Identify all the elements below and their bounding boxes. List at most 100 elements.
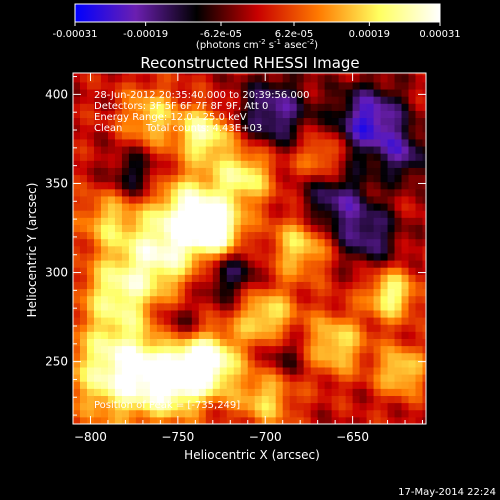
heatmap-cell (184, 252, 193, 261)
heatmap-cell (233, 131, 242, 140)
heatmap-cell (282, 245, 291, 254)
heatmap-cell (219, 217, 228, 225)
heatmap-cell (401, 274, 410, 282)
heatmap-cell (191, 331, 200, 339)
heatmap-cell (359, 245, 368, 254)
heatmap-cell (198, 324, 207, 332)
heatmap-cell (177, 131, 186, 140)
heatmap-cell (86, 103, 95, 111)
heatmap-cell (289, 117, 298, 126)
heatmap-cell (387, 124, 396, 133)
heatmap-cell (387, 167, 396, 176)
heatmap-cell (93, 416, 102, 424)
heatmap-cell (366, 96, 375, 104)
heatmap-cell (79, 324, 88, 332)
heatmap-cell (254, 374, 263, 382)
heatmap-cell (366, 195, 375, 204)
heatmap-cell (100, 217, 109, 225)
heatmap-cell (156, 81, 165, 90)
heatmap-cell (422, 331, 426, 339)
heatmap-cell (373, 103, 382, 111)
heatmap-cell (184, 146, 193, 154)
heatmap-cell (387, 409, 396, 418)
heatmap-cell (394, 359, 403, 368)
heatmap-cell (324, 73, 333, 76)
heatmap-cell (282, 388, 291, 396)
heatmap-cell (191, 73, 200, 76)
heatmap-cell (268, 81, 277, 90)
heatmap-cell (149, 73, 158, 76)
heatmap-cell (107, 352, 116, 361)
heatmap-cell (373, 374, 382, 382)
heatmap-cell (289, 331, 298, 339)
heatmap-cell (100, 74, 109, 83)
heatmap-cell (86, 110, 95, 119)
heatmap-cell (415, 331, 423, 339)
heatmap-cell (170, 338, 179, 347)
heatmap-cell (303, 217, 312, 225)
heatmap-cell (380, 131, 389, 140)
heatmap-cell (79, 103, 88, 111)
heatmap-cell (79, 409, 88, 418)
heatmap-cell (142, 117, 151, 126)
heatmap-cell (191, 117, 200, 126)
heatmap-cell (422, 81, 426, 90)
heatmap-cell (73, 388, 81, 396)
heatmap-cell (401, 359, 410, 368)
heatmap-cell (226, 203, 235, 211)
heatmap-cell (303, 167, 312, 176)
heatmap-cell (331, 124, 340, 133)
heatmap-cell (422, 188, 426, 197)
heatmap-cell (135, 96, 144, 104)
heatmap-cell (359, 324, 368, 332)
heatmap-cell (247, 188, 256, 197)
heatmap-cell (205, 131, 214, 140)
heatmap-cell (401, 338, 410, 347)
heatmap-cell (366, 117, 375, 126)
heatmap-cell (142, 217, 151, 225)
heatmap-cell (135, 203, 144, 211)
heatmap-cell (352, 388, 361, 396)
heatmap-cell (345, 345, 354, 354)
heatmap-cell (296, 195, 305, 204)
heatmap-cell (366, 224, 375, 233)
heatmap-cell (366, 203, 375, 211)
heatmap-cell (142, 260, 151, 268)
heatmap-cell (331, 167, 340, 176)
heatmap-cell (268, 217, 277, 225)
heatmap-cell (93, 146, 102, 154)
heatmap-cell (170, 366, 179, 375)
heatmap-cell (422, 89, 426, 97)
heatmap-cell (373, 274, 382, 282)
heatmap-cell (394, 416, 403, 424)
heatmap-cell (268, 352, 277, 361)
heatmap-cell (142, 402, 151, 411)
heatmap-cell (296, 374, 305, 382)
heatmap-cell (212, 324, 221, 332)
heatmap-cell (261, 89, 270, 97)
heatmap-cell (198, 131, 207, 140)
heatmap-cell (352, 96, 361, 104)
heatmap-cell (247, 74, 256, 83)
heatmap-cell (86, 345, 95, 354)
heatmap-cell (205, 160, 214, 168)
heatmap-cell (408, 252, 417, 261)
heatmap-cell (317, 224, 326, 233)
heatmap-cell (324, 203, 333, 211)
heatmap-cell (191, 395, 200, 404)
heatmap-cell (394, 231, 403, 240)
heatmap-cell (261, 224, 270, 233)
heatmap-cell (415, 188, 423, 197)
heatmap-cell (422, 146, 426, 154)
heatmap-cell (163, 267, 172, 275)
heatmap-cell (156, 231, 165, 240)
heatmap-cell (240, 131, 249, 140)
heatmap-cell (121, 288, 130, 297)
heatmap-cell (79, 245, 88, 254)
heatmap-cell (198, 138, 207, 147)
heatmap-cell (205, 117, 214, 126)
heatmap-cell (142, 210, 151, 218)
heatmap-cell (177, 203, 186, 211)
heatmap-cell (219, 252, 228, 261)
heatmap-cell (177, 89, 186, 97)
